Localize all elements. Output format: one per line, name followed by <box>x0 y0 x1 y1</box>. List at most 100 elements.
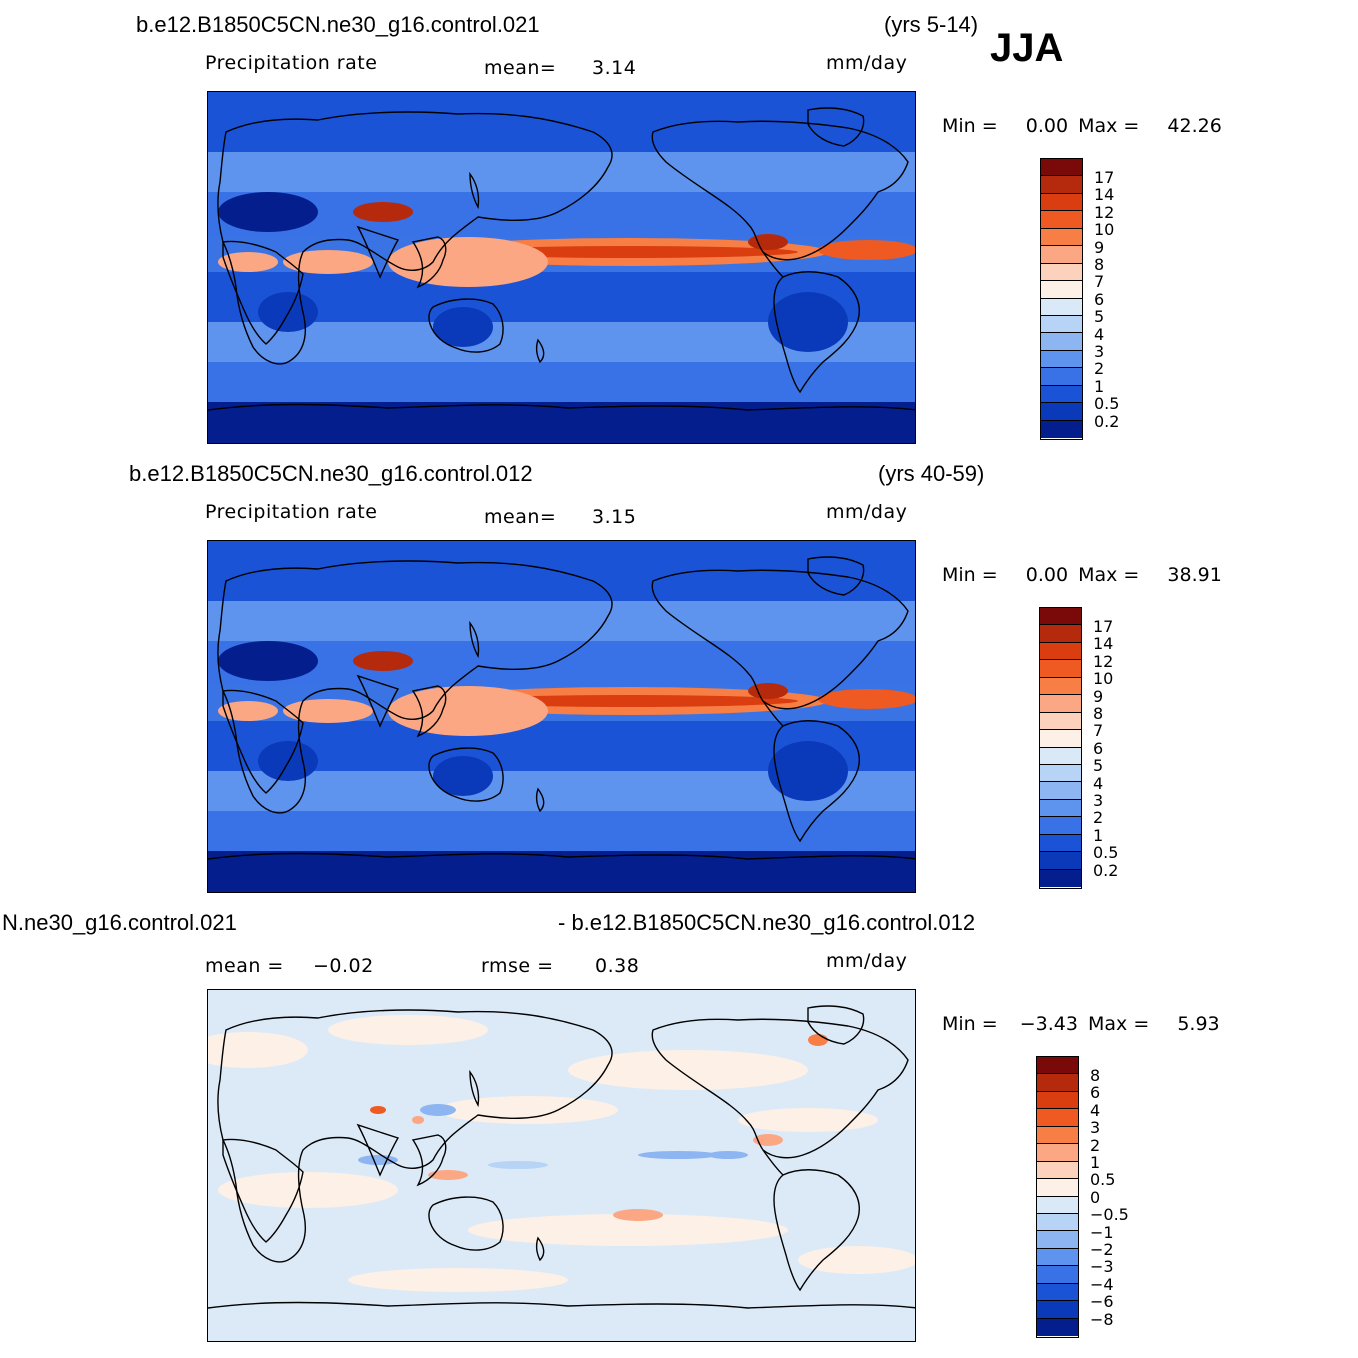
colorbar-tick-label: 12 <box>1094 202 1115 222</box>
colorbar-swatch <box>1040 608 1081 626</box>
coastline <box>773 1169 860 1292</box>
colorbar-tick-label: 10 <box>1094 220 1115 240</box>
case-name: b.e12.B1850C5CN.ne30_g16.control.021 <box>136 12 540 37</box>
min-value: 0.00 <box>1025 564 1069 586</box>
field-band <box>208 641 915 686</box>
dry-region <box>218 192 318 232</box>
dry-region <box>433 756 493 796</box>
colorbar-tick-label: 6 <box>1093 738 1104 758</box>
colorbar-tick-label: 0.2 <box>1093 860 1119 880</box>
colorbar-tick-label: 17 <box>1093 617 1114 636</box>
min-max-readout: Min = 0.00 Max = 42.26 <box>942 115 1222 137</box>
colorbar-swatch <box>1041 193 1082 212</box>
colorbar-labels: 8 6 4 3 2 1 0.5 0 −0.5 −1 −2 −3 −4 −6 −8 <box>1090 1067 1129 1329</box>
colorbar-swatch <box>1037 1109 1078 1127</box>
colorbar-swatch <box>1040 730 1081 748</box>
colorbar <box>1040 158 1083 440</box>
colorbar-swatch <box>1037 1283 1078 1302</box>
colorbar-tick-label: 1 <box>1090 1153 1101 1173</box>
mean-value: 3.14 <box>592 57 637 79</box>
coastline <box>651 569 909 710</box>
min-label: Min = <box>942 1013 998 1035</box>
coastline <box>428 747 504 802</box>
colorbar-tick-label: 2 <box>1093 808 1104 828</box>
field-band <box>208 541 915 601</box>
colorbar-tick-label: 17 <box>1094 168 1115 187</box>
east-pacific-max <box>748 234 788 250</box>
colorbar-swatch <box>1040 799 1081 818</box>
colorbar-swatch <box>1037 1144 1078 1162</box>
coastline <box>651 120 909 261</box>
colorbar-swatch <box>1040 642 1081 661</box>
dry-region <box>258 741 318 781</box>
case-name: b.e12.B1850C5CN.ne30_g16.control.012 <box>129 461 533 486</box>
difference-anomaly <box>708 1151 748 1159</box>
colorbar-tick-label: 9 <box>1093 686 1104 706</box>
coastline <box>762 251 784 278</box>
units: mm/day <box>826 501 908 523</box>
max-label: Max = <box>1088 1013 1150 1035</box>
difference-anomaly <box>738 1108 878 1132</box>
dry-region <box>768 292 848 352</box>
colorbar-swatch <box>1040 782 1081 800</box>
coastline <box>222 240 304 345</box>
colorbar-swatch <box>1037 1126 1078 1145</box>
max-label: Max = <box>1078 115 1140 137</box>
colorbar-swatch <box>1037 1318 1078 1336</box>
colorbar-swatch <box>1037 1161 1078 1180</box>
case-name: N.ne30_g16.control.021 <box>2 910 237 935</box>
warm-pool <box>388 686 548 736</box>
colorbar-swatch <box>1041 385 1082 404</box>
min-label: Min = <box>942 564 998 586</box>
colorbar-swatch <box>1040 869 1081 887</box>
coastline <box>651 1018 909 1159</box>
max-value: 38.91 <box>1167 564 1222 586</box>
colorbar-swatch <box>1037 1196 1078 1214</box>
units: mm/day <box>826 52 908 74</box>
colorbar-swatch <box>1040 764 1081 783</box>
difference-anomaly <box>348 1268 568 1292</box>
colorbar-tick-label: 3 <box>1093 791 1104 811</box>
colorbar-tick-label: 12 <box>1093 651 1114 671</box>
colorbar-swatch <box>1041 211 1082 229</box>
colorbar-swatch <box>1037 1213 1078 1232</box>
coastline <box>469 171 480 210</box>
colorbar-tick-label: 3 <box>1094 342 1105 362</box>
colorbar-tick-label: 0 <box>1090 1187 1101 1207</box>
difference-anomaly <box>638 1151 718 1159</box>
precip-map <box>207 540 916 893</box>
difference-anomaly <box>370 1106 386 1114</box>
mean-label: mean = <box>205 955 284 977</box>
coastline <box>773 720 860 843</box>
colorbar-tick-label: 0.5 <box>1094 394 1120 414</box>
colorbar-tick-label: 8 <box>1094 255 1105 275</box>
colorbar-swatch <box>1037 1231 1078 1249</box>
coastline <box>217 1009 613 1263</box>
colorbar-swatch <box>1037 1057 1078 1075</box>
colorbar-tick-label: −2 <box>1090 1240 1114 1260</box>
coastline <box>428 1196 504 1251</box>
field-band <box>208 152 915 192</box>
coastline <box>469 620 480 659</box>
colorbar-tick-label: 0.2 <box>1094 411 1120 431</box>
itcz-band <box>818 689 915 709</box>
coastline <box>208 852 915 860</box>
difference-anomaly <box>420 1104 456 1116</box>
coastline <box>535 1236 545 1262</box>
colorbar-swatch <box>1041 333 1082 351</box>
panel-2: b.e12.B1850C5CN.ne30_g16.control.012 (yr… <box>0 449 1358 899</box>
colorbar-swatch <box>1040 747 1081 765</box>
rmse-label: rmse = <box>481 955 554 977</box>
colorbar-tick-label: −0.5 <box>1090 1205 1129 1225</box>
colorbar-tick-label: 4 <box>1094 324 1105 344</box>
colorbar-swatch <box>1041 368 1082 386</box>
difference-anomaly <box>358 1155 398 1165</box>
colorbar-labels: 17 14 12 10 9 8 7 6 5 4 3 2 1 0.5 0.2 <box>1093 617 1119 880</box>
indian-ocean-rain <box>283 699 373 723</box>
difference-anomaly <box>568 1050 808 1090</box>
colorbar-swatch <box>1041 403 1082 421</box>
mean-label: mean= <box>484 57 557 79</box>
colorbar-swatch <box>1041 350 1082 369</box>
colorbar-tick-label: 14 <box>1094 185 1115 205</box>
colorbar-swatch <box>1037 1091 1078 1110</box>
